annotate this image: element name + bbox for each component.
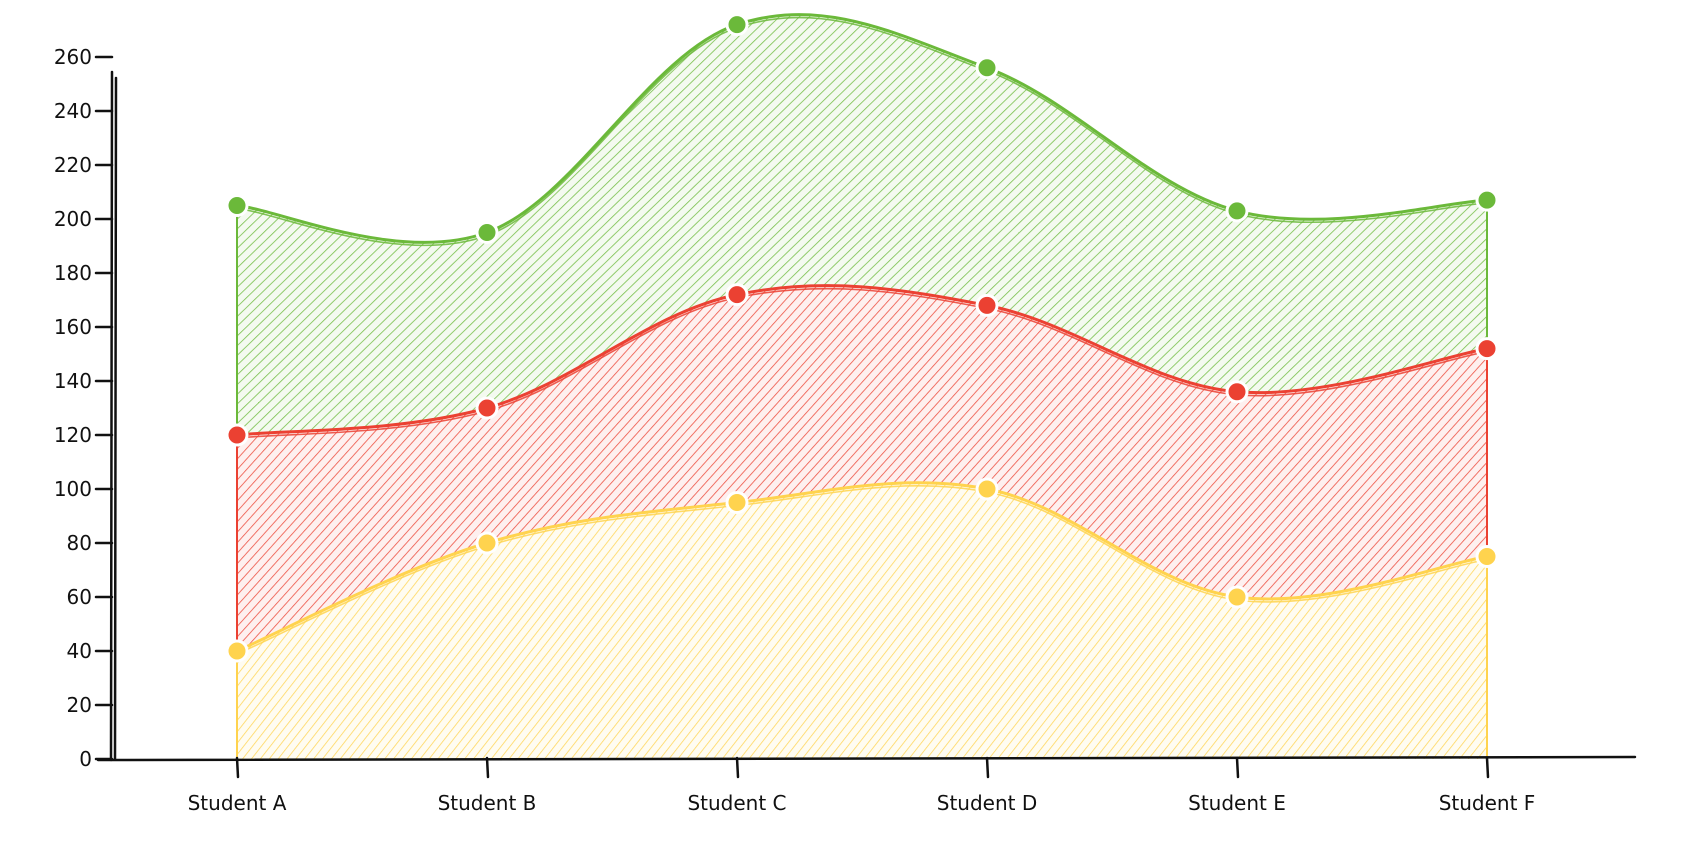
series-1-line bbox=[235, 481, 1489, 653]
series-3-point[interactable] bbox=[1225, 199, 1249, 223]
x-tick-label: Student C bbox=[687, 791, 786, 815]
y-axis-line-sketch bbox=[113, 76, 118, 761]
y-tick-label: 60 bbox=[67, 585, 92, 609]
y-tick-label: 160 bbox=[54, 315, 92, 339]
series-2-area bbox=[237, 285, 1487, 651]
y-tick-label: 100 bbox=[54, 477, 92, 501]
y-tick-label: 80 bbox=[67, 531, 92, 555]
x-axis-line bbox=[96, 755, 1637, 762]
series-1-point[interactable] bbox=[725, 491, 749, 514]
x-tick-mark bbox=[485, 756, 490, 779]
points-layer bbox=[225, 13, 1499, 663]
series-1-point[interactable] bbox=[225, 639, 249, 663]
y-tick-label: 20 bbox=[67, 693, 92, 717]
x-tick-mark bbox=[1485, 756, 1490, 779]
series-3-point[interactable] bbox=[975, 56, 999, 80]
areas-layer bbox=[237, 14, 1487, 759]
series-2-point[interactable] bbox=[725, 283, 749, 307]
y-tick-label: 200 bbox=[54, 207, 92, 231]
series-2-point[interactable] bbox=[475, 396, 499, 420]
series-1-line-sketch bbox=[236, 485, 1488, 655]
series-1-area bbox=[237, 482, 1487, 759]
series-1-point[interactable] bbox=[1475, 545, 1499, 568]
x-tick-mark bbox=[985, 756, 990, 779]
y-tick-label: 220 bbox=[54, 153, 92, 177]
x-tick-mark bbox=[235, 756, 240, 779]
series-3-area bbox=[237, 14, 1487, 435]
y-tick-label: 240 bbox=[54, 99, 92, 123]
y-tick-label: 180 bbox=[54, 261, 92, 285]
x-tick-mark bbox=[1235, 756, 1240, 779]
x-tick-label: Student A bbox=[188, 791, 287, 815]
series-3-point[interactable] bbox=[225, 194, 249, 217]
x-tick-mark bbox=[735, 756, 740, 779]
y-axis-line bbox=[109, 70, 114, 762]
series-2-point[interactable] bbox=[975, 293, 999, 317]
lines-layer bbox=[235, 13, 1489, 759]
series-1-point[interactable] bbox=[1225, 585, 1249, 609]
series-2-line bbox=[235, 284, 1489, 437]
series-2-point[interactable] bbox=[1475, 337, 1499, 361]
y-tick-label: 260 bbox=[54, 45, 92, 69]
x-tick-label: Student B bbox=[438, 791, 537, 815]
x-tick-label: Student F bbox=[1439, 791, 1536, 815]
axes-layer: 0 20 40 60 80 100 120 140 160 180 200 220 240 260 Stud… bbox=[54, 45, 1637, 815]
series-1-point[interactable] bbox=[975, 477, 999, 501]
series-2-point[interactable] bbox=[1225, 380, 1249, 404]
series-3-point[interactable] bbox=[1475, 188, 1499, 212]
x-tick-label: Student E bbox=[1188, 791, 1286, 815]
x-tick-label: Student D bbox=[937, 791, 1038, 815]
series-3-line-sketch bbox=[236, 16, 1488, 247]
y-tick-label: 140 bbox=[54, 369, 92, 393]
series-3-point[interactable] bbox=[725, 13, 749, 37]
series-3-point[interactable] bbox=[475, 221, 499, 244]
series-3-line bbox=[235, 13, 1489, 244]
series-2-point[interactable] bbox=[225, 423, 249, 447]
series-1-point[interactable] bbox=[475, 531, 499, 555]
y-tick-label: 120 bbox=[54, 423, 92, 447]
series-2-line-sketch bbox=[236, 287, 1488, 439]
y-tick-label: 0 bbox=[79, 747, 92, 771]
y-tick-label: 40 bbox=[67, 639, 92, 663]
